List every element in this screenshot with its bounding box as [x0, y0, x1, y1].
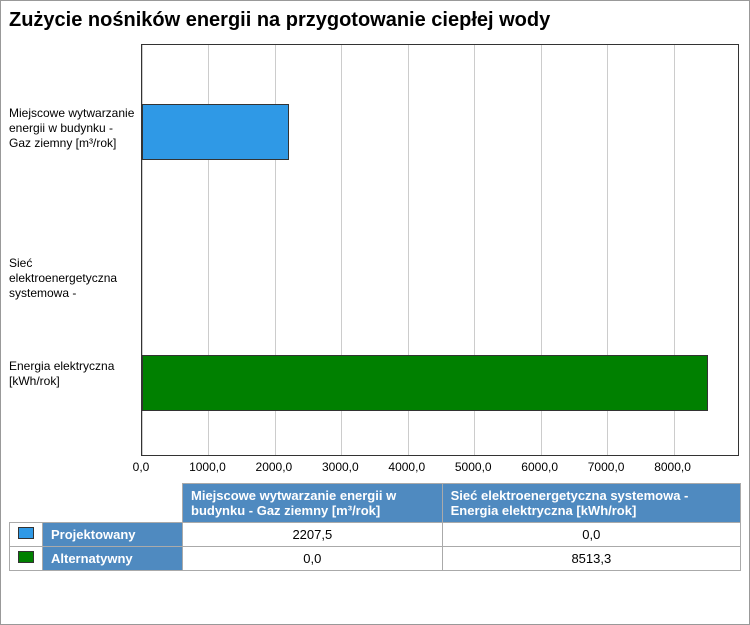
square-icon — [18, 551, 34, 563]
y-category-0: Miejscowe wytwarzanie energii w budynku … — [9, 106, 137, 151]
square-icon — [18, 527, 34, 539]
x-tick-label: 0,0 — [133, 460, 150, 474]
table-corner — [10, 484, 43, 523]
y-category-2: Energia elektryczna [kWh/rok] — [9, 359, 137, 389]
cell-v1-0: 2207,5 — [183, 523, 443, 547]
chart-container: Zużycie nośników energii na przygotowani… — [0, 0, 750, 625]
table-row: Projektowany 2207,5 0,0 — [10, 523, 741, 547]
y-category-1: Sieć elektroenergetyczna systemowa - — [9, 256, 137, 301]
plot-area — [141, 44, 739, 456]
x-tick-label: 6000,0 — [521, 460, 558, 474]
x-tick-label: 1000,0 — [189, 460, 226, 474]
legend-swatch-cell — [10, 523, 43, 547]
x-tick-label: 2000,0 — [256, 460, 293, 474]
col-header-1: Miejscowe wytwarzanie energii w budynku … — [183, 484, 443, 523]
bar-2 — [142, 355, 708, 411]
legend-swatch-cell — [10, 547, 43, 571]
x-tick-label: 3000,0 — [322, 460, 359, 474]
col-header-2: Sieć elektroenergetyczna systemowa - Ene… — [442, 484, 740, 523]
x-tick-label: 7000,0 — [588, 460, 625, 474]
x-tick-label: 5000,0 — [455, 460, 492, 474]
cell-v1-1: 0,0 — [183, 547, 443, 571]
cell-v2-1: 8513,3 — [442, 547, 740, 571]
bar-0 — [142, 104, 289, 160]
cell-v2-0: 0,0 — [442, 523, 740, 547]
legend-table: Miejscowe wytwarzanie energii w budynku … — [9, 483, 741, 571]
row-label-1: Alternatywny — [43, 547, 183, 571]
table-corner — [43, 484, 183, 523]
row-label-0: Projektowany — [43, 523, 183, 547]
table-row: Alternatywny 0,0 8513,3 — [10, 547, 741, 571]
x-tick-label: 4000,0 — [388, 460, 425, 474]
x-tick-label: 8000,0 — [654, 460, 691, 474]
chart-title: Zużycie nośników energii na przygotowani… — [1, 1, 749, 32]
